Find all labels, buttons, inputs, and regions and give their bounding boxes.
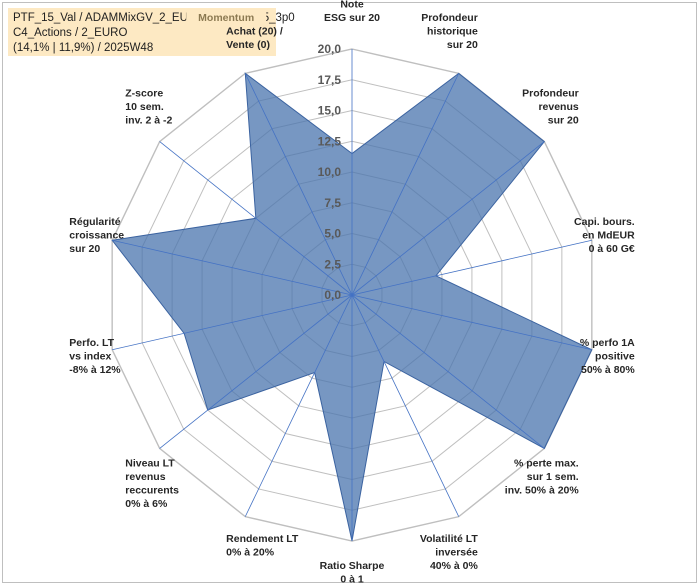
axis-label-line: 0 à 60 G€ [589,243,635,255]
axis-label-line: inversée [435,547,478,559]
axis-label-line: Perfo. LT [69,337,114,349]
axis-label-line: Z-score [125,87,163,99]
axis-spoke [159,141,353,296]
tick-label: 12,5 [318,134,342,148]
axis-label-line: -8% à 12% [69,364,121,376]
axis-label-line: sur 20 [447,39,478,51]
axis-spoke [351,73,460,296]
tick-label: 2,5 [324,257,341,271]
axis-label-line: vs index [69,351,111,363]
axis-label-line: Capi. bours. [574,216,635,228]
momentum-highlight [186,9,267,24]
axis-label-line: revenus [538,101,578,113]
axis-spoke [351,294,545,449]
axis-label-line: Rendement LT [226,533,299,545]
axis-label-line: reccurents [125,485,179,497]
axis-label-line: 0% à 20% [226,547,275,559]
axis-label-line: Ratio Sharpe [320,560,385,572]
axis-label-line: positive [595,351,635,363]
axis-spoke [112,294,353,351]
axis-spoke [351,294,460,517]
tick-label: 15,0 [318,104,342,118]
tick-label: 17,5 [318,73,342,87]
axis-label-line: Profondeur [421,12,478,24]
axis-label-line: Achat (20) / [226,25,283,37]
tick-label: 20,0 [318,42,342,56]
axis-label-line: Volatilité LT [420,533,479,545]
axis-label-line: inv. 50% à 20% [505,485,580,497]
axis-spoke [112,239,353,296]
axis-spoke [351,239,592,296]
axis-label-line: en MdEUR [582,229,635,241]
axis-label-line: sur 20 [69,243,100,255]
axis-label: Perfo. LT vs index-8% à 12% [69,337,121,376]
tick-label: 10,0 [318,165,342,179]
tick-label: 5,0 [324,227,341,241]
axis-label-line: % perte max. [514,458,579,470]
axis-spoke [159,294,353,449]
radar-spokes [112,49,592,541]
axis-label-line: 0 à 1 [340,574,364,586]
axis-spoke [244,73,353,296]
axis-label-line: Niveau LT [125,458,175,470]
axis-label-line: 40% à 0% [430,560,479,572]
axis-label-line: ESG sur 20 [324,12,380,24]
tick-label: 0,0 [324,288,341,302]
axis-label-line: croissance [69,229,124,241]
axis-label-line: Vente (0) [226,39,270,51]
tick-label: 7,5 [324,196,341,210]
axis-label-line: inv. 2 à -2 [125,114,172,126]
axis-label-line: % perfo 1A [580,337,635,349]
axis-label-line: 0% à 6% [125,498,168,510]
axis-label: Z-score 10 sem.inv. 2 à -2 [125,87,172,126]
axis-label-line: 10 sem. [125,101,164,113]
axis-label-line: 50% à 80% [581,364,635,376]
axis-label: % perte max.sur 1 sem. inv. 50% à 20% [505,458,580,497]
axis-label: Rendement LT 0% à 20% [226,533,299,559]
axis-spoke [351,141,545,296]
axis-spoke [351,294,592,351]
momentum-title: Momentum [198,12,254,24]
axis-label: Capi. bours.en MdEUR 0 à 60 G€ [574,216,635,255]
axis-label: Ratio Sharpe 0 à 1 [320,560,385,586]
axis-label-line: sur 20 [548,114,579,126]
axis-label-line: Régularité [69,216,121,228]
radar-tick-labels: 0,0 2,5 5,0 7,5 10,0 12,5 15,0 17,5 20,0 [318,42,342,302]
axis-label-line: Profondeur [522,87,579,99]
axis-label-line: revenus [125,471,165,483]
portfolio-stats: (14,1% | 11,9%) / 2025W48 [13,42,154,54]
portfolio-category: C4_Actions / 2_EURO [13,27,128,39]
axis-label-line: historique [427,25,478,37]
axis-label-line: Note [340,0,363,11]
axis-label-line: sur 1 sem. [527,471,579,483]
axis-spoke [244,294,353,517]
